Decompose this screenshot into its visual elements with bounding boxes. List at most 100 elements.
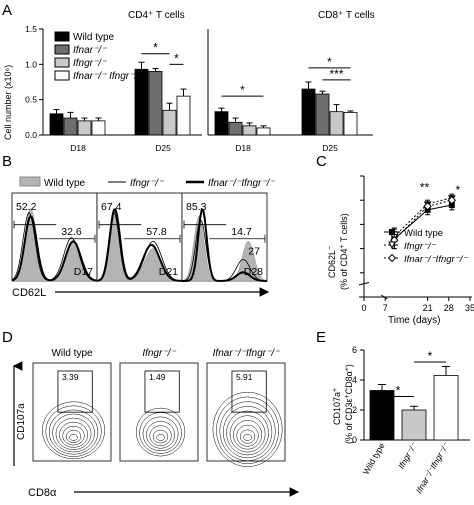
- contour-line: [42, 401, 106, 460]
- contour-line: [152, 429, 169, 444]
- histogram-left-value: 52.2: [16, 201, 37, 213]
- cd107a-gate: [144, 370, 180, 413]
- panel-e-ylabel-2: (% of CD3ε+CD8α+): [344, 364, 355, 444]
- cd4-bar: [176, 95, 191, 136]
- contour-line: [135, 407, 186, 457]
- cd8-bar: [301, 88, 316, 136]
- cd4-bar: [63, 117, 78, 136]
- contour-line: [48, 409, 99, 455]
- e-ytick-label: 2: [352, 405, 357, 415]
- e-bar: [433, 375, 459, 441]
- c-sig-label: **: [420, 181, 430, 195]
- panel-b-legend: Wild type Ifngr⁻/⁻ Ifnar⁻/⁻Ifngr⁻/⁻: [19, 176, 275, 189]
- contour-line: [156, 434, 165, 441]
- e-ytick-label: 0: [352, 435, 357, 445]
- cd107a-gate: [231, 370, 267, 413]
- a-ytick-label: 0.5: [25, 95, 37, 105]
- c-legend-marker-dko: [387, 253, 397, 263]
- cd8-bar: [214, 111, 229, 136]
- cd107a-gate: [57, 370, 93, 413]
- contour-line: [212, 391, 283, 467]
- c-legend-marker-wt: [389, 229, 395, 235]
- cd8-bar: [343, 111, 358, 136]
- histogram-plots: 52.2 32.6 D17 67.4 57.8 D21 85.3 14.7 27 D28: [11, 192, 268, 283]
- panel-c: CD62L− (% of CD4+ T cells) 0 7 21 28 35 ** * …: [327, 175, 474, 326]
- panel-e-bars: Wild type Ifngr⁻/⁻Ifnar⁻/⁻Ifngr⁻/⁻ * *: [361, 349, 459, 495]
- c-marker-dko: [423, 202, 432, 211]
- contour-line: [222, 406, 273, 459]
- legend-label-ifnar: Ifnar⁻/⁻: [73, 45, 107, 56]
- cd8a-label: CD8α: [28, 487, 57, 499]
- histogram-right-value: 57.8: [146, 226, 167, 238]
- contour-line: [142, 416, 179, 452]
- e-bar: [369, 390, 395, 441]
- c-legend-marker-ifngr: [388, 241, 396, 250]
- cd8-bar: [242, 125, 257, 136]
- panel-letter-b: B: [2, 153, 12, 170]
- gate-percentage: 1.49: [149, 372, 166, 382]
- e-category-label: Ifngr⁻/⁻: [396, 440, 420, 471]
- contour-line: [219, 401, 276, 462]
- legend-label-ifngr: Ifngr⁻/⁻: [73, 58, 107, 69]
- contour-line: [65, 430, 82, 444]
- gate-percentage: 3.39: [62, 372, 79, 382]
- c-xtick-label: 21: [423, 303, 433, 313]
- contour-line: [243, 434, 252, 441]
- panel-a-legend: Wild type Ifnar⁻/⁻ Ifngr⁻/⁻ Ifnar⁻/⁻ Ifn…: [54, 31, 143, 82]
- panel-c-ylabel-2: (% of CD4+ T cells): [339, 213, 350, 290]
- histogram-right-value: 32.6: [61, 226, 82, 238]
- c-xtick-label: 0: [361, 303, 366, 313]
- cd4-bar: [77, 120, 92, 136]
- panel-a-categories: D18 D25 D18 D25: [70, 143, 338, 153]
- hist-legend-swatch-wt: [19, 176, 41, 187]
- contour-line: [45, 405, 102, 457]
- panel-c-xlabel: Time (days): [388, 315, 440, 326]
- legend-swatch-wt: [54, 31, 70, 42]
- e-category-label: Wild type: [361, 441, 387, 477]
- contour-line: [62, 426, 85, 446]
- a-ytick-label: 1.0: [25, 59, 37, 69]
- cd8-category-label: D18: [235, 143, 251, 153]
- contour-line: [229, 415, 266, 453]
- c-marker-wt: [448, 202, 455, 209]
- contour-line: [146, 421, 176, 449]
- e-bar: [401, 409, 427, 441]
- histogram-dko-line: [11, 214, 98, 282]
- legend-swatch-ifnar: [54, 44, 70, 55]
- cd8-bar: [315, 93, 330, 136]
- panel-letter-a: A: [2, 2, 12, 19]
- contour-line: [239, 429, 256, 444]
- contour-line: [216, 396, 280, 464]
- contour-line: [149, 425, 172, 446]
- c-series-line: [393, 199, 452, 241]
- cd4-sig-label: *: [153, 41, 158, 55]
- panel-e-ticks: 0 2 4 6: [352, 345, 364, 445]
- panel-letter-c: C: [316, 153, 327, 170]
- cd4-category-label: D25: [155, 143, 171, 153]
- cd8-bar: [256, 127, 271, 136]
- cd4-bar: [162, 109, 177, 136]
- flow-plot-title: Ifngr⁻/⁻: [142, 348, 176, 359]
- panel-a-yticks: 0.0 0.5 1.0 1.5: [25, 24, 43, 140]
- e-ytick-label: 6: [352, 345, 357, 355]
- cd8-category-label: D25: [322, 143, 338, 153]
- cd8-sig-label: ***: [329, 67, 343, 81]
- cd107a-label: CD107a: [16, 403, 27, 440]
- panel-c-legend: Wild type Ifngr⁻/⁻ Ifnar⁻/⁻Ifngr⁻/⁻: [384, 228, 468, 265]
- panel-d: Wild type 3.39 Ifngr⁻/⁻ 1.49 Ifnar⁻/⁻Ifngr⁻/…: [12, 348, 300, 499]
- c-legend-dko: Ifnar⁻/⁻Ifngr⁻/⁻: [404, 254, 468, 265]
- e-ytick-label: 4: [352, 375, 357, 385]
- cd4-bar: [91, 120, 106, 136]
- e-sig-label: *: [428, 349, 433, 363]
- e-category-label: Ifnar⁻/⁻Ifngr⁻/⁻: [414, 440, 452, 495]
- c-legend-wt: Wild type: [404, 228, 443, 239]
- panel-a-significance: *******: [141, 41, 351, 97]
- cd8-bar: [329, 111, 344, 136]
- hist-legend-ifngr: Ifngr⁻/⁻: [130, 178, 164, 189]
- cd4-bar: [148, 71, 163, 136]
- histogram-day-label: D17: [74, 266, 93, 278]
- c-xaxis-break: [380, 294, 388, 300]
- flow-plots: Wild type 3.39 Ifngr⁻/⁻ 1.49 Ifnar⁻/⁻Ifngr⁻/…: [32, 348, 286, 467]
- panel-letter-e: E: [316, 329, 326, 346]
- contour-line: [226, 410, 269, 456]
